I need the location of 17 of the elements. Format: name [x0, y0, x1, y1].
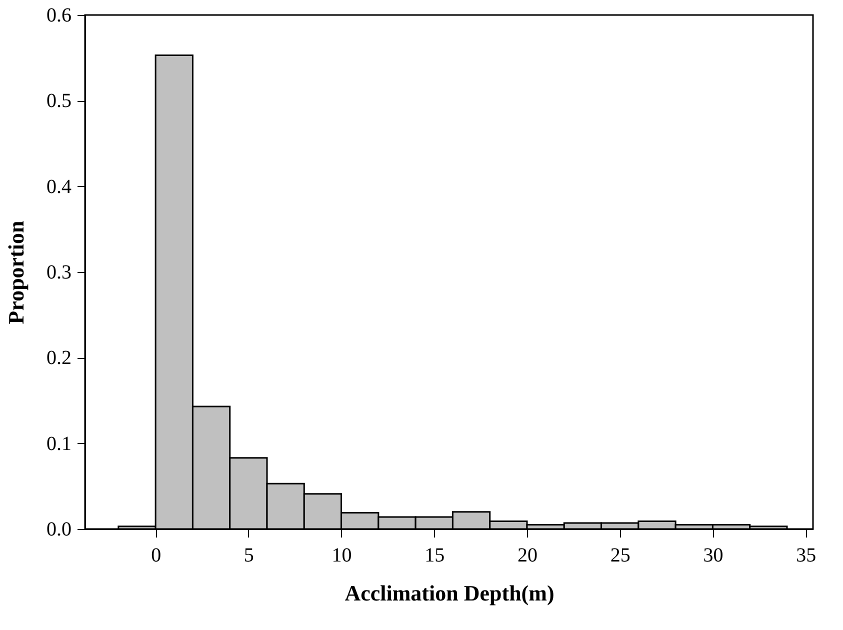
x-tick-label: 25 [610, 544, 630, 566]
y-axis-title: Proportion [4, 220, 28, 324]
y-tick-label: 0.6 [46, 4, 72, 26]
x-axis-title: Acclimation Depth(m) [344, 580, 554, 606]
y-tick-label: 0.1 [46, 432, 72, 455]
y-tick-label: 0.4 [46, 176, 72, 198]
x-tick-label: 15 [424, 544, 445, 566]
x-tick-label: 30 [703, 544, 724, 566]
y-tick-label: 0.3 [46, 262, 72, 284]
x-tick-label: 10 [332, 544, 352, 566]
y-tick-label: 0.2 [46, 347, 72, 370]
x-tick-label: 35 [796, 544, 816, 566]
y-tick-label: 0.0 [46, 518, 72, 540]
x-tick-label: 20 [518, 544, 538, 566]
x-tick-label: 0 [151, 544, 162, 566]
x-tick-label: 5 [244, 544, 254, 566]
y-tick-label: 0.5 [46, 90, 72, 112]
